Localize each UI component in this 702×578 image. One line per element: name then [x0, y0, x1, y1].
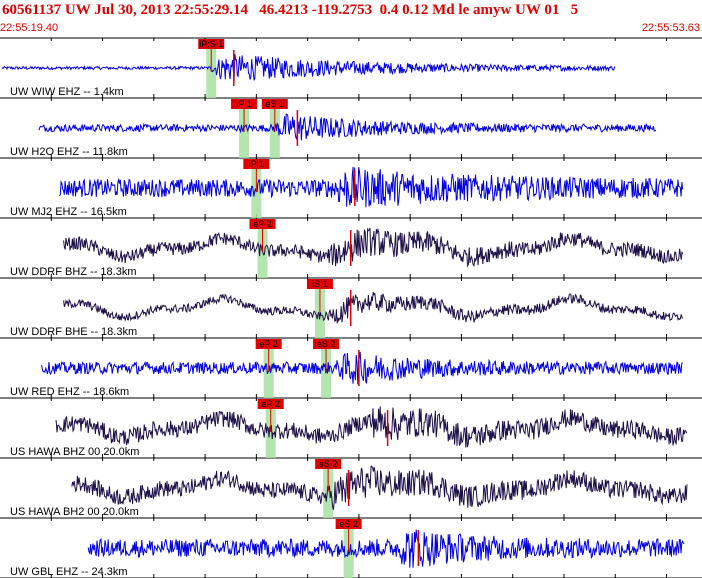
pick-label: eS 2: [319, 459, 338, 469]
seismic-trace: [71, 465, 688, 510]
seismic-trace: [38, 113, 657, 141]
trace-label: US HAWA BH2 00 20.0km: [10, 506, 139, 518]
trace-label: UW GBL EHZ -- 24.3km: [10, 566, 128, 578]
trace-label: UW H2O EHZ -- 11.8km: [10, 146, 128, 158]
pick-label: eP 2: [262, 399, 280, 409]
seismic-trace: [40, 351, 683, 385]
seismic-trace: [87, 529, 685, 568]
trace-label: UW DDRF BHZ -- 18.3km: [10, 266, 137, 278]
trace-label: UW WIW EHZ -- 1.4km: [10, 86, 124, 98]
start-time-label: 22:55:19.40: [0, 22, 59, 34]
pick-label: eP 2: [259, 339, 277, 349]
traces: [1, 50, 688, 568]
pick-label: eS 2: [317, 339, 336, 349]
trace-label: UW MJ2 EHZ -- 16.5km: [10, 206, 127, 218]
trace-label: UW RED EHZ -- 18.6km: [10, 386, 129, 398]
pick-markers: iP:S 1 iP 1 eS 1 iP 1 eP 2 iS 1 eP 2 eS 2 eP 2 eS…: [198, 39, 362, 552]
pick-label: eP 2: [253, 219, 271, 229]
pick-label: iP 1: [236, 99, 251, 109]
seismic-trace: [59, 166, 684, 208]
event-header: 60561137 UW Jul 30, 2013 22:55:29.14 46.…: [2, 2, 579, 18]
time-grid: [0, 37, 702, 578]
pick-label: eS 1: [266, 99, 285, 109]
trace-label: UW DDRF BHE -- 18.3km: [10, 326, 137, 338]
pick-label: iS 1: [312, 279, 328, 289]
seismic-trace: [63, 227, 684, 268]
pick-label: iP:S 1: [199, 39, 223, 49]
trace-label: US HAWA BHZ 00 20.0km: [10, 446, 139, 458]
seismic-trace: [55, 406, 688, 448]
pick-label: iP 1: [249, 159, 264, 169]
end-time-label: 22:55:53.63: [641, 22, 700, 34]
seismic-trace: [63, 291, 684, 324]
seismic-trace: [1, 54, 616, 81]
trace-labels: UW WIW EHZ -- 1.4km UW H2O EHZ -- 11.8km U…: [10, 86, 139, 578]
pick-label: eS 2: [339, 519, 358, 529]
